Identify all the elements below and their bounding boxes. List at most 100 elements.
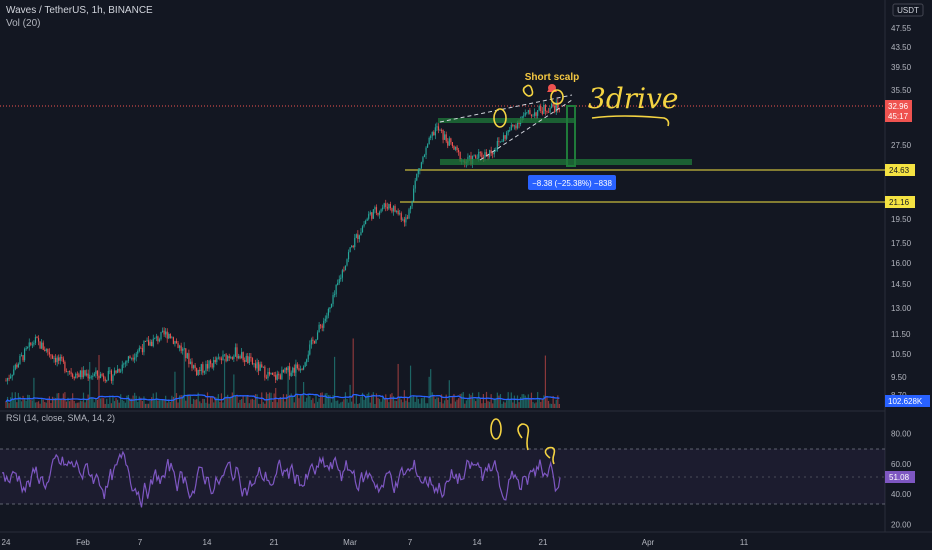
volume-bar-250: [392, 396, 395, 408]
volume-bar-347: [543, 395, 545, 408]
volume-bar-299: [468, 393, 471, 408]
candle-body-285: [447, 141, 449, 146]
candle-body-165: [261, 364, 263, 368]
candle-body-350: [547, 112, 550, 113]
price-axis[interactable]: 47.55 43.50 39.50 35.50 27.50 19.50 17.50 16.00…: [891, 24, 912, 400]
volume-bar-232: [365, 395, 367, 408]
wedge-lower-line[interactable]: [479, 99, 573, 161]
candle-body-299: [468, 155, 471, 158]
candle-body-5: [13, 369, 15, 375]
hand-drawings[interactable]: [490, 84, 670, 465]
candle-body-69: [112, 375, 114, 381]
volume-bar-41: [68, 401, 71, 408]
volume-indicator-label[interactable]: Vol (20): [6, 18, 40, 29]
candle-body-174: [275, 375, 277, 380]
candle-body-194: [306, 359, 308, 363]
candle-body-48: [79, 370, 81, 378]
candle-body-327: [512, 124, 514, 126]
candle-body-7: [16, 364, 18, 368]
volume-bar-249: [391, 393, 393, 408]
time-label-2: 7: [138, 538, 143, 547]
volume-bar-336: [526, 397, 528, 408]
volume-bar-258: [405, 400, 407, 408]
symbol-title[interactable]: Waves / TetherUS, 1h, BINANCE: [6, 5, 153, 16]
candle-body-46: [76, 373, 78, 375]
candle-body-55: [90, 376, 92, 378]
volume-bar-123: [196, 399, 198, 408]
candle-body-340: [532, 115, 534, 117]
volume-bar-354: [554, 403, 556, 408]
volume-bar-342: [535, 402, 537, 408]
volume-bar-268: [420, 398, 422, 408]
candle-body-159: [251, 358, 254, 365]
rsi-badge: 51.08: [885, 471, 915, 483]
candle-body-0: [5, 380, 7, 382]
candle-body-231: [363, 224, 365, 227]
candle-body-199: [313, 341, 316, 344]
volume-bar-291: [456, 399, 458, 408]
candle-body-274: [430, 136, 432, 138]
volume-bar-321: [502, 401, 505, 408]
candle-body-232: [365, 220, 367, 225]
volume-bar-46: [76, 402, 78, 408]
candle-body-66: [107, 370, 109, 381]
volume-bar-217: [341, 401, 343, 408]
volume-bar-209: [329, 395, 331, 408]
candle-body-47: [78, 374, 80, 378]
rsi-axis[interactable]: 80.00 60.00 40.00 20.00: [891, 430, 912, 530]
volume-bar-107: [171, 395, 173, 408]
candle-body-1: [6, 378, 9, 381]
candle-body-187: [295, 364, 297, 373]
volume-bar-206: [324, 393, 326, 408]
candle-body-100: [160, 331, 162, 340]
price-tick-7: 19.50: [891, 215, 912, 224]
volume-bar-316: [495, 398, 497, 408]
candle-body-343: [537, 110, 539, 116]
volume-bar-169: [267, 393, 269, 408]
candle-body-277: [434, 127, 436, 136]
measure-bracket[interactable]: [566, 105, 576, 167]
candle-body-196: [309, 344, 311, 355]
candle-body-227: [357, 234, 359, 240]
measure-tooltip[interactable]: [528, 175, 616, 190]
time-label-7: 14: [473, 538, 482, 547]
volume-bar-2: [8, 403, 10, 408]
candle-body-215: [338, 279, 340, 284]
candle-body-30: [51, 355, 54, 359]
rsi-indicator-label[interactable]: RSI (14, close, SMA, 14, 2): [6, 413, 115, 423]
wedge-upper-line[interactable]: [439, 94, 573, 123]
volume-bar-326: [510, 392, 512, 408]
volume-bar-343: [537, 392, 539, 408]
candle-body-310: [485, 152, 488, 156]
volume-bar-154: [244, 402, 246, 408]
candle-body-12: [24, 348, 26, 361]
volume-bar-111: [177, 402, 179, 408]
time-axis[interactable]: 24 Feb 7 14 21 Mar 7 14 21 Apr 11: [2, 538, 749, 547]
volume-bar-113: [180, 394, 182, 408]
candle-body-44: [73, 377, 75, 379]
volume-badge-bg: [885, 395, 930, 407]
volume-bar-205: [323, 403, 325, 408]
volume-bar-53: [87, 394, 89, 408]
price-tick-0: 47.55: [891, 24, 912, 33]
candle-body-70: [113, 370, 116, 376]
volume-bar-82: [132, 395, 134, 408]
price-tick-12: 11.50: [891, 330, 911, 339]
currency-dropdown[interactable]: USDT: [892, 3, 924, 17]
candle-body-107: [171, 337, 173, 339]
volume-bar-4: [11, 392, 13, 408]
candle-body-245: [385, 203, 387, 207]
volume-bar-135: [214, 397, 216, 408]
candle-body-134: [213, 359, 215, 368]
volume-bar-130: [206, 392, 209, 408]
volume-bar-35: [59, 398, 61, 408]
candle-body-290: [454, 146, 457, 150]
candle-body-288: [451, 142, 453, 147]
candle-body-175: [276, 373, 278, 380]
candle-body-258: [405, 217, 407, 223]
pattern-top-box[interactable]: [438, 118, 576, 123]
volume-bar-142: [225, 396, 227, 408]
candle-body-110: [175, 341, 178, 344]
last-price-badge-bg: [885, 100, 912, 122]
